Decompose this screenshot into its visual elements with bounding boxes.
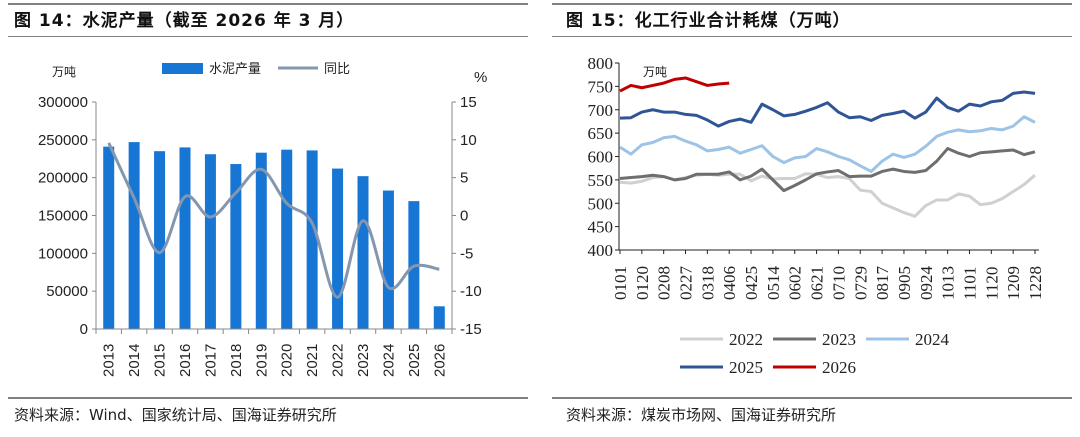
x-tick-label: 0710 xyxy=(829,266,848,300)
x-tick-label: 2021 xyxy=(304,344,321,377)
bar-2016 xyxy=(179,147,191,329)
legend-bar-swatch xyxy=(162,63,203,74)
legend-line-label: 同比 xyxy=(324,62,350,77)
x-tick-label: 0101 xyxy=(611,266,630,300)
left-tick-label: 150000 xyxy=(38,208,88,225)
y-tick-label: 450 xyxy=(588,218,614,237)
y-tick-label: 550 xyxy=(588,171,614,190)
x-tick-label: 0120 xyxy=(633,266,652,300)
legend-label-2023: 2023 xyxy=(822,330,856,349)
series-line-2025 xyxy=(619,90,1036,128)
x-tick-label: 2019 xyxy=(253,344,270,377)
y-tick-label: 500 xyxy=(588,194,614,213)
y-axis-unit: 万吨 xyxy=(643,65,667,79)
y-tick-label: 600 xyxy=(588,148,614,167)
right-tick-label: 0 xyxy=(460,208,468,225)
bar-2018 xyxy=(230,164,242,329)
left-tick-label: 250000 xyxy=(38,132,88,149)
left-source: 资料来源：Wind、国家统计局、国海证券研究所 xyxy=(14,406,337,424)
left-axis-unit: 万吨 xyxy=(52,65,76,79)
bar-2023 xyxy=(357,176,369,329)
bar-2020 xyxy=(281,149,293,329)
series-line-2023 xyxy=(619,147,1036,193)
x-tick-label: 2017 xyxy=(202,344,219,377)
right-chart-title: 图 15：化工行业合计耗煤（万吨） xyxy=(566,11,851,31)
y-tick-label: 700 xyxy=(588,101,614,120)
left-tick-label: 300000 xyxy=(38,94,88,111)
left-tick-label: 0 xyxy=(80,321,88,338)
bar-2017 xyxy=(204,154,216,329)
x-tick-label: 2024 xyxy=(380,344,397,377)
top-rule-right xyxy=(552,3,1072,5)
y-tick-label: 650 xyxy=(588,124,614,143)
x-tick-label: 1013 xyxy=(939,266,958,300)
legend-label-2022: 2022 xyxy=(729,330,763,349)
left-tick-label: 50000 xyxy=(46,283,88,300)
x-tick-label: 0406 xyxy=(720,266,739,300)
x-tick-label: 0905 xyxy=(895,266,914,300)
x-tick-label: 0514 xyxy=(764,266,783,301)
y-tick-label: 750 xyxy=(588,77,614,96)
x-tick-label: 0924 xyxy=(917,266,936,301)
y-tick-label: 400 xyxy=(588,241,614,260)
bar-2013 xyxy=(103,146,115,329)
bar-2024 xyxy=(382,190,394,329)
right-tick-label: -10 xyxy=(460,283,482,300)
x-tick-label: 0318 xyxy=(698,266,717,300)
bar-2015 xyxy=(154,151,166,329)
x-tick-label: 2013 xyxy=(101,344,118,377)
right-tick-label: 15 xyxy=(460,94,477,111)
x-tick-label: 2016 xyxy=(177,344,194,377)
left-tick-label: 100000 xyxy=(38,245,88,262)
right-tick-label: 10 xyxy=(460,132,477,149)
series-line-2024 xyxy=(619,115,1036,173)
x-tick-label: 2018 xyxy=(228,344,245,377)
right-axis-unit: % xyxy=(474,69,487,86)
yoy-line xyxy=(107,142,440,299)
x-tick-label: 0621 xyxy=(808,266,827,300)
legend-bar-label: 水泥产量 xyxy=(209,62,261,77)
bar-2022 xyxy=(332,168,344,329)
x-tick-label: 0817 xyxy=(873,266,892,301)
bar-2021 xyxy=(306,150,318,329)
y-tick-label: 800 xyxy=(588,54,614,73)
title-rule-left xyxy=(8,36,528,37)
left-chart-title: 图 14：水泥产量（截至 2026 年 3 月） xyxy=(14,11,355,31)
left-tick-label: 200000 xyxy=(38,170,88,187)
bar-2014 xyxy=(128,142,140,329)
right-source: 资料来源：煤炭市场网、国海证券研究所 xyxy=(566,406,837,424)
x-tick-label: 2014 xyxy=(126,344,143,377)
x-tick-label: 0227 xyxy=(677,266,696,301)
title-rule-right xyxy=(552,36,1072,37)
right-tick-label: -5 xyxy=(460,245,473,262)
x-tick-label: 2026 xyxy=(431,344,448,377)
x-tick-label: 0729 xyxy=(851,266,870,300)
legend-label-2025: 2025 xyxy=(729,358,763,377)
bar-2026 xyxy=(433,306,445,329)
x-tick-label: 2023 xyxy=(355,344,372,377)
series-line-2026 xyxy=(619,76,730,93)
right-tick-label: -15 xyxy=(460,321,482,338)
legend-label-2026: 2026 xyxy=(822,358,856,377)
x-tick-label: 1120 xyxy=(982,267,1001,300)
x-tick-label: 2015 xyxy=(152,344,169,377)
x-tick-label: 2025 xyxy=(406,344,423,377)
source-rule-left xyxy=(8,397,528,399)
x-tick-label: 0602 xyxy=(786,266,805,300)
x-tick-label: 1209 xyxy=(1004,266,1023,300)
x-tick-label: 0425 xyxy=(742,266,761,300)
right-tick-label: 5 xyxy=(460,170,468,187)
x-tick-label: 0208 xyxy=(655,266,674,300)
top-rule-left xyxy=(8,3,528,5)
x-tick-label: 1228 xyxy=(1026,266,1045,300)
x-tick-label: 1101 xyxy=(960,267,979,300)
x-tick-label: 2020 xyxy=(279,344,296,377)
x-tick-label: 2022 xyxy=(330,344,347,377)
source-rule-right xyxy=(552,397,1072,399)
bar-2019 xyxy=(255,152,267,329)
legend-label-2024: 2024 xyxy=(915,330,950,349)
